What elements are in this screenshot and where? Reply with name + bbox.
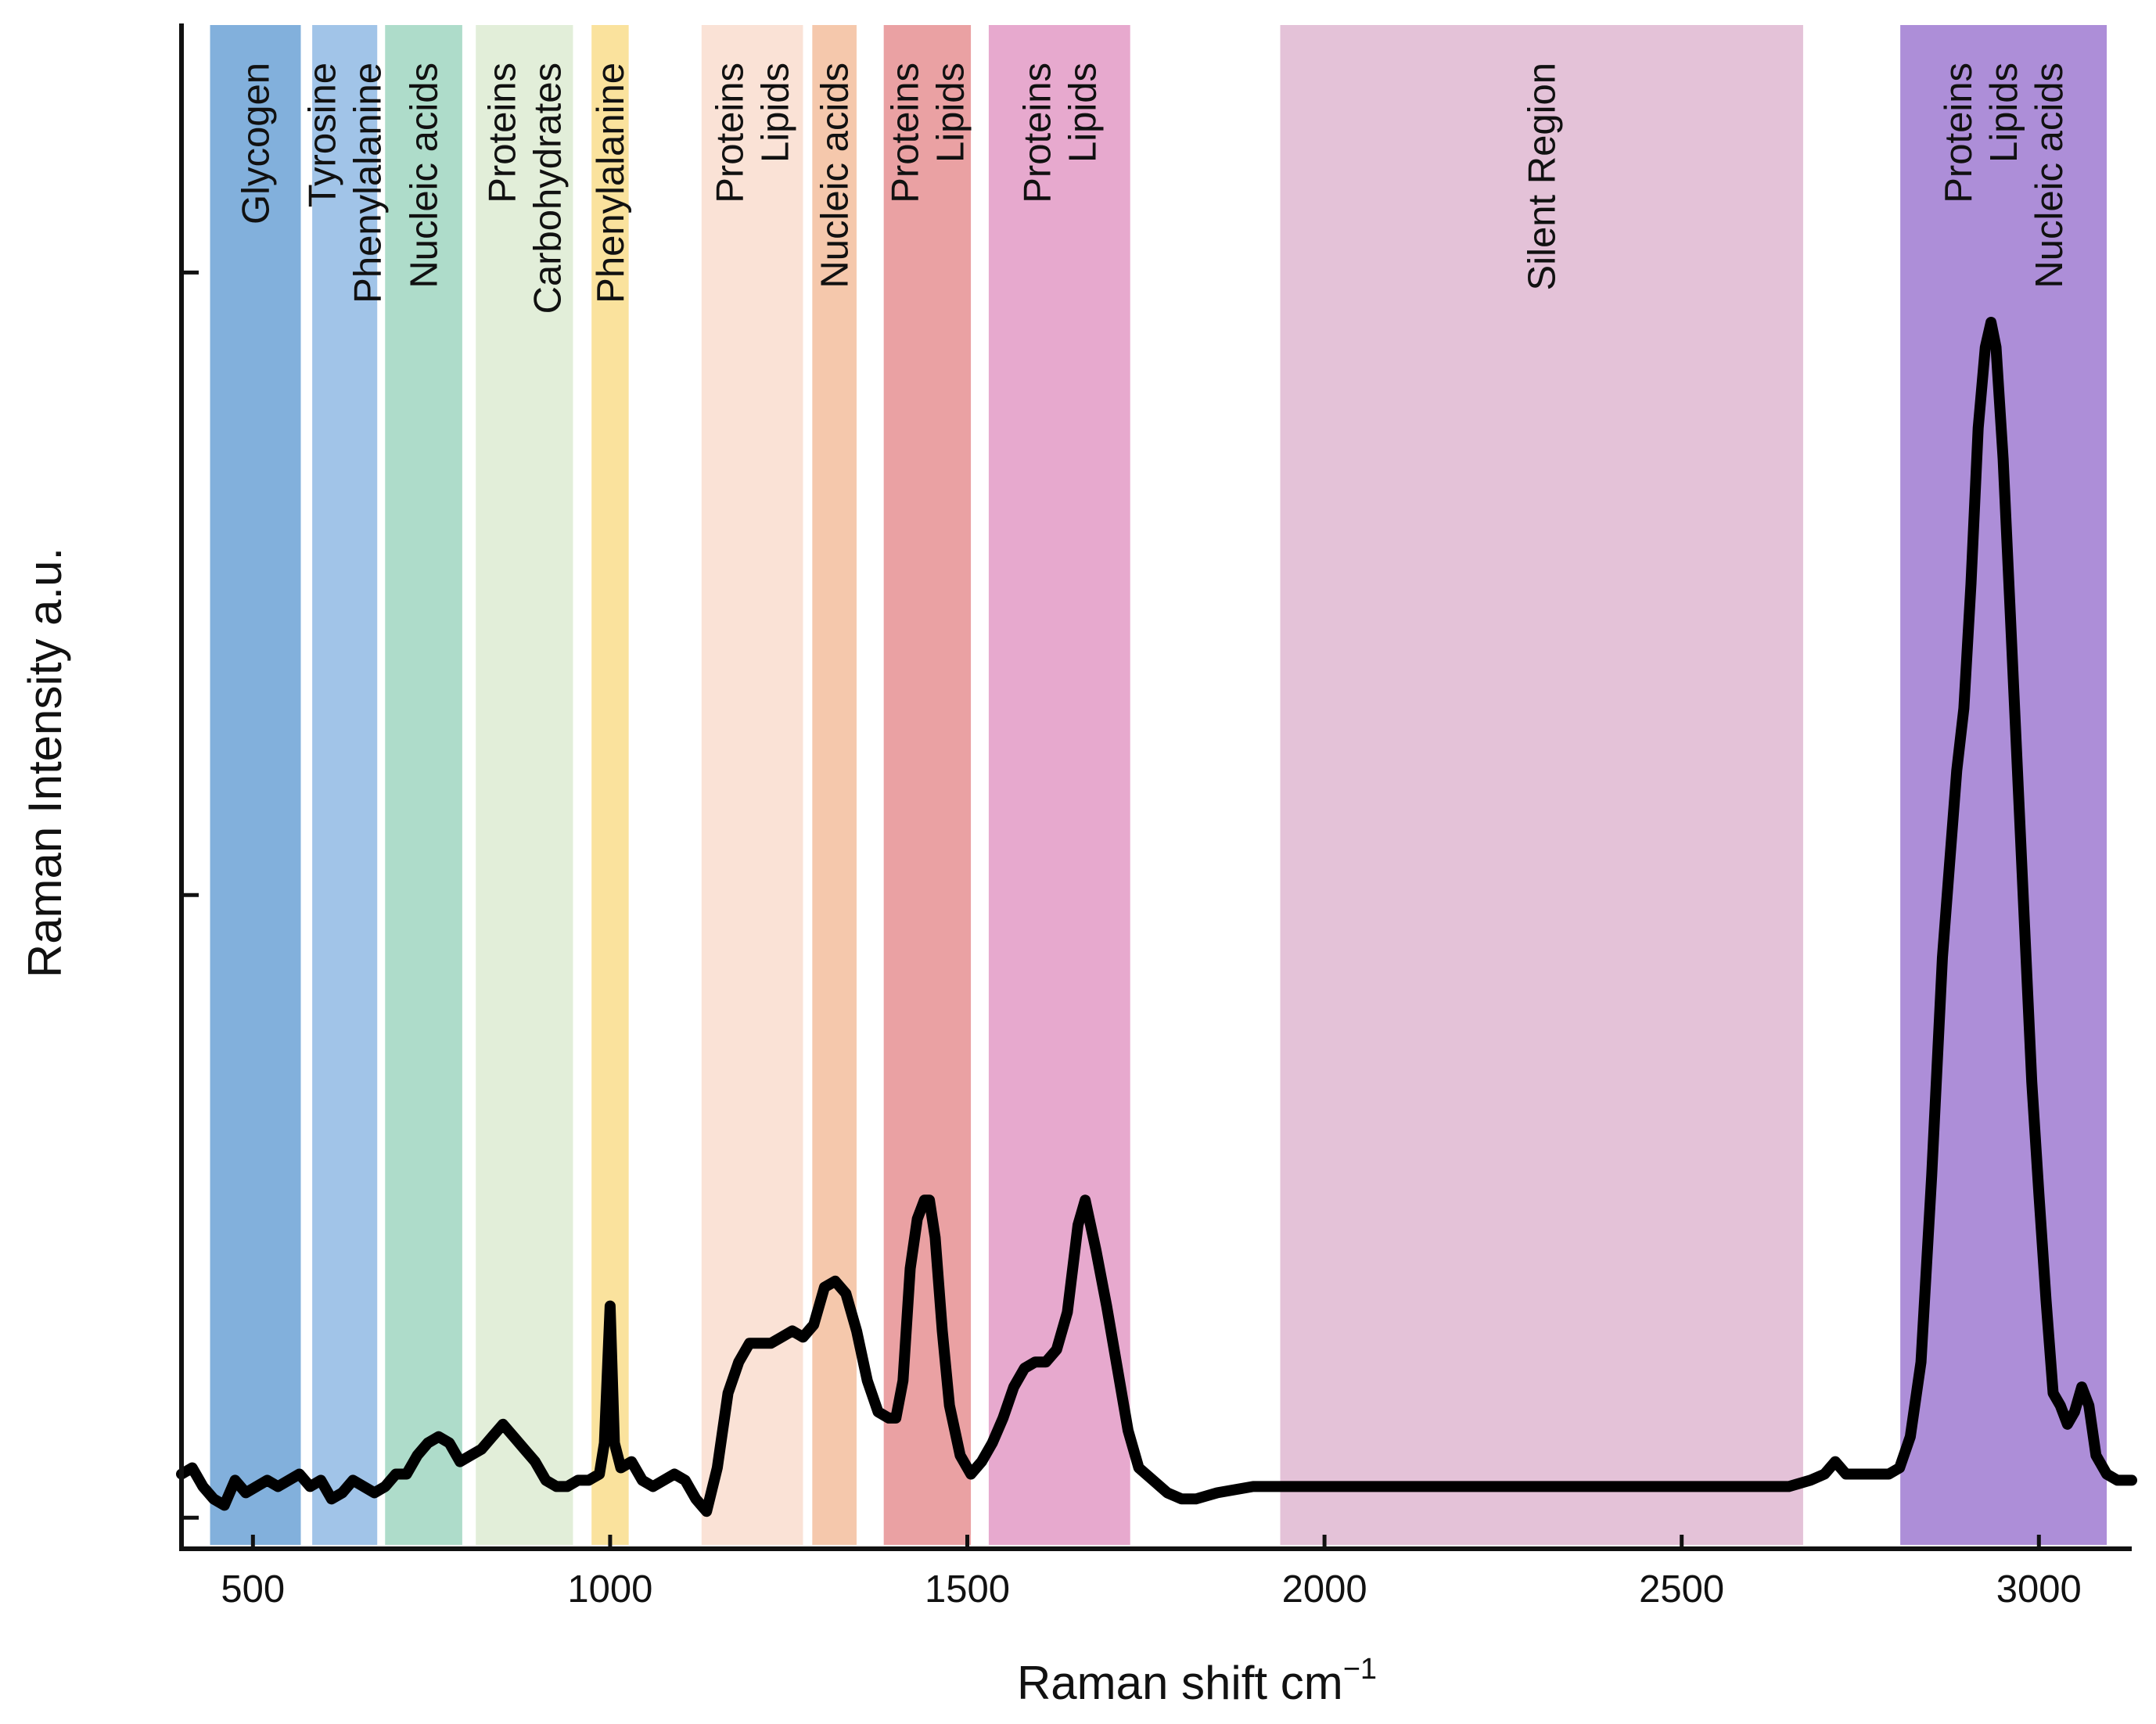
band-label-5-1: Lipids (755, 63, 797, 163)
axes (179, 23, 2132, 1551)
x-tick-label-4: 2500 (1639, 1568, 1724, 1611)
spectrum-line-0 (176, 317, 2137, 1517)
band-10 (1900, 25, 2107, 1545)
x-tick-label-2: 1500 (925, 1568, 1010, 1611)
band-label-7-0: Proteins (884, 63, 926, 203)
axis-ticks: 500 1000 1500 2000 2500 3000 (181, 270, 2082, 1611)
band-label-10-2: Nucleic acids (2028, 63, 2071, 289)
spectrum-series (176, 317, 2137, 1517)
x-tick-label-0: 500 (221, 1568, 285, 1611)
band-label-3-0: Proteins (481, 63, 523, 203)
band-5 (701, 25, 803, 1545)
x-axis-title-superscript: −1 (1343, 1653, 1377, 1686)
y-axis-title: Raman Intensity a.u. (19, 548, 71, 978)
band-label-10-0: Proteins (1938, 63, 1980, 203)
x-tick-label-1: 1000 (567, 1568, 652, 1611)
band-label-10-1: Lipids (1983, 63, 2025, 163)
x-tick-label-5: 3000 (1996, 1568, 2082, 1611)
band-1 (312, 25, 378, 1545)
band-label-0-0: Glycogen (235, 63, 278, 224)
band-label-4-0: Phenylalanine (590, 63, 632, 303)
band-label-3-1: Carbohydrates (526, 63, 569, 314)
band-label-1-0: Tyrosine (302, 63, 344, 207)
band-4 (591, 25, 629, 1545)
band-label-7-1: Lipids (929, 63, 972, 163)
spectral-bands (210, 25, 2107, 1545)
band-label-8-1: Lipids (1062, 63, 1104, 163)
band-7 (883, 25, 972, 1545)
band-2 (385, 25, 462, 1545)
x-axis-title-text: Raman shift cm (1017, 1657, 1343, 1709)
band-label-2-0: Nucleic acids (404, 63, 446, 289)
band-label-9-0: Silent Region (1522, 63, 1564, 290)
band-label-1-1: Phenylalanine (347, 63, 390, 303)
x-axis-title: Raman shift cm−1 (1017, 1653, 1377, 1709)
band-0 (210, 25, 301, 1545)
band-label-6-0: Nucleic acids (814, 63, 857, 289)
band-3 (476, 25, 573, 1545)
band-labels: Glycogen Tyrosine Phenylalanine Nucleic aci… (235, 63, 2072, 314)
x-tick-label-3: 2000 (1282, 1568, 1367, 1611)
band-label-5-0: Proteins (710, 63, 752, 203)
band-label-8-0: Proteins (1016, 63, 1058, 203)
band-9 (1280, 25, 1803, 1545)
